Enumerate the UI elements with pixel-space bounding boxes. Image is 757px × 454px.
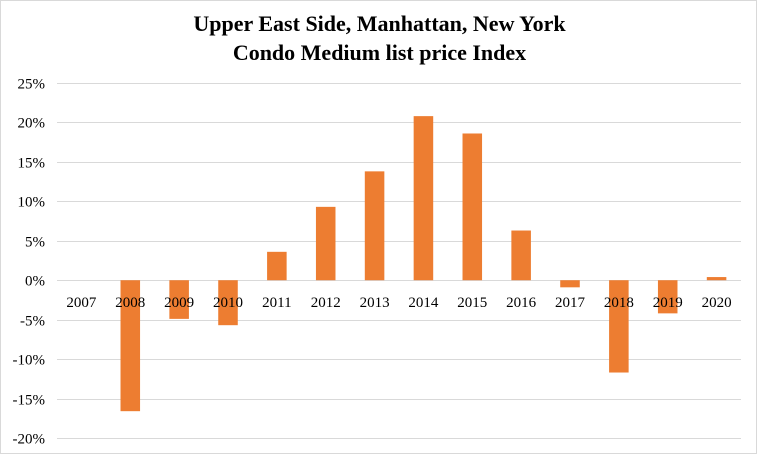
- x-category-label: 2016: [506, 295, 537, 311]
- bar: [169, 280, 189, 319]
- bar: [120, 280, 141, 412]
- x-category-label: 2019: [653, 295, 683, 311]
- y-tick-label: 5%: [25, 235, 45, 251]
- bar: [657, 280, 678, 314]
- x-category-label: 2011: [262, 295, 291, 311]
- x-category-label: 2010: [213, 295, 243, 311]
- bars: [120, 116, 727, 412]
- chart-title-line-1: Upper East Side, Manhattan, New York: [193, 11, 566, 36]
- y-tick-label: -20%: [13, 432, 46, 448]
- y-tick-label: -5%: [20, 314, 45, 330]
- x-category-label: 2009: [164, 295, 194, 311]
- bar: [315, 206, 336, 281]
- bar: [413, 116, 434, 281]
- x-category-label: 2013: [360, 295, 390, 311]
- y-axis-tick-labels: 25% 20% 15% 10% 5% 0% -5% -10% -15% -20%: [13, 77, 46, 448]
- y-tick-label: 15%: [18, 156, 46, 172]
- y-tick-label: 25%: [18, 77, 46, 93]
- y-tick-label: 10%: [18, 195, 46, 211]
- bar: [609, 280, 629, 373]
- y-tick-label: 0%: [25, 274, 45, 290]
- y-tick-label: 20%: [18, 116, 46, 132]
- x-axis-category-labels: 2007 2008 2009 2010 2011 2012 2013 2014 2015 2016…: [66, 295, 731, 311]
- bar: [560, 280, 580, 288]
- x-category-label: 2008: [115, 295, 145, 311]
- x-category-label: 2020: [702, 295, 732, 311]
- x-category-label: 2015: [457, 295, 487, 311]
- bar: [706, 277, 727, 281]
- y-tick-label: -15%: [13, 393, 46, 409]
- bar: [267, 251, 287, 281]
- bar: [364, 171, 385, 281]
- bar: [218, 280, 238, 326]
- gridlines: [57, 83, 741, 439]
- bar: [462, 133, 483, 281]
- chart-title: Upper East Side, Manhattan, New York Con…: [1, 9, 757, 67]
- bar: [511, 230, 531, 281]
- x-category-label: 2007: [66, 295, 97, 311]
- x-category-label: 2017: [555, 295, 586, 311]
- chart-title-line-2: Condo Medium list price Index: [232, 40, 527, 65]
- x-category-label: 2012: [311, 295, 341, 311]
- y-tick-label: -10%: [13, 353, 46, 369]
- x-category-label: 2018: [604, 295, 634, 311]
- x-category-label: 2014: [408, 295, 439, 311]
